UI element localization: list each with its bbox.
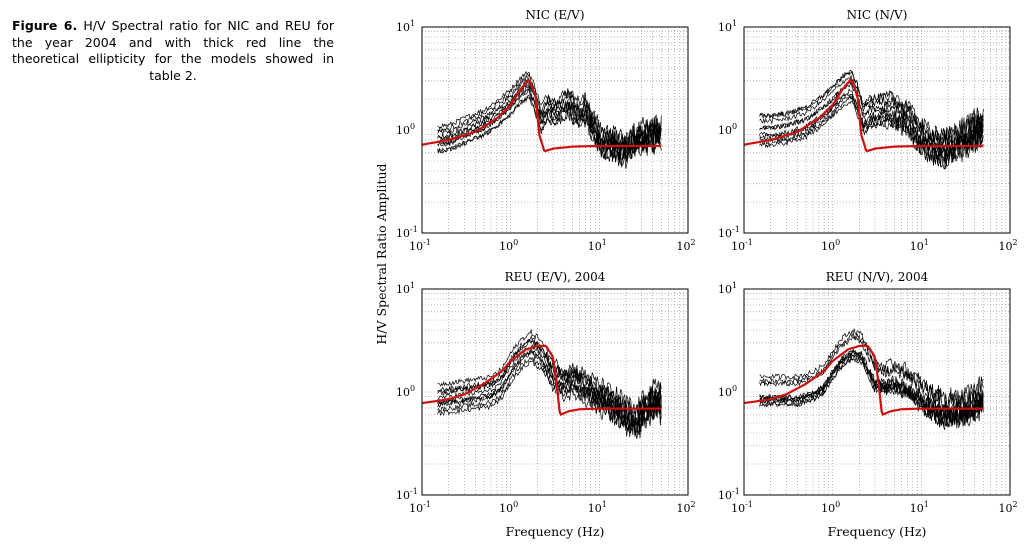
- y-tick-label: 10-1: [396, 225, 418, 240]
- hv-data-trace: [759, 348, 984, 424]
- y-tick-label: 10-1: [718, 487, 740, 502]
- panel-1: NIC (E/V) 10-1 100 101 102 10-1 100 101: [396, 8, 696, 253]
- hv-data-trace: [437, 328, 662, 418]
- x-tick-label: 10-1: [409, 238, 431, 253]
- hv-data-trace: [759, 81, 984, 156]
- figure-caption: Figure 6. H/V Spectral ratio for NIC and…: [12, 18, 334, 84]
- y-tick-label: 10-1: [718, 225, 740, 240]
- hv-data-trace: [759, 100, 984, 170]
- y-tick-label: 101: [718, 281, 737, 296]
- hv-data-trace: [759, 327, 984, 410]
- x-tick-label: 102: [676, 500, 695, 515]
- hv-data-trace: [759, 70, 984, 145]
- hv-data-trace: [437, 80, 662, 157]
- x-tick-label: 10-1: [409, 500, 431, 515]
- hv-data-trace: [437, 335, 662, 424]
- y-tick-label: 100: [396, 122, 415, 137]
- y-tick-label: 101: [396, 19, 415, 34]
- hv-data-trace: [437, 95, 662, 169]
- theoretical-ellipticity-curve: [744, 77, 984, 153]
- hv-data-trace: [759, 334, 984, 415]
- x-tick-label: 102: [676, 238, 695, 253]
- caption-label: Figure 6.: [12, 18, 78, 33]
- hv-data-trace: [759, 88, 984, 161]
- y-axis-label: H/V Spectral Ratio Amplitud: [374, 163, 389, 344]
- hv-data-trace: [437, 70, 662, 148]
- panel-title: REU (E/V), 2004: [505, 270, 606, 284]
- x-tick-label: 100: [821, 238, 840, 253]
- x-axis-label: Frequency (Hz): [828, 524, 927, 539]
- panel-title: REU (N/V), 2004: [826, 270, 929, 284]
- panel-title: NIC (N/V): [847, 8, 908, 22]
- panel-4: REU (N/V), 2004 10-1 100 101 102 10-1 100 101: [718, 270, 1018, 515]
- hv-data-trace: [759, 96, 984, 170]
- caption-text: H/V Spectral ratio for NIC and REU for t…: [12, 18, 334, 83]
- panel-title: NIC (E/V): [525, 8, 584, 22]
- x-tick-label: 100: [499, 238, 518, 253]
- x-tick-label: 102: [998, 238, 1017, 253]
- y-tick-label: 101: [396, 281, 415, 296]
- hv-data-trace: [437, 94, 662, 167]
- theoretical-ellipticity-curve: [422, 77, 662, 153]
- axes-frame: [421, 26, 689, 234]
- axes-frame: [421, 288, 689, 496]
- x-axis-label: Frequency (Hz): [506, 524, 605, 539]
- x-tick-label: 102: [998, 500, 1017, 515]
- x-tick-label: 101: [910, 500, 929, 515]
- hv-data-trace: [437, 360, 662, 439]
- x-tick-label: 100: [821, 500, 840, 515]
- x-tick-label: 101: [588, 500, 607, 515]
- theoretical-ellipticity-curve: [422, 344, 662, 416]
- y-tick-label: 100: [718, 122, 737, 137]
- hv-data-trace: [759, 93, 984, 164]
- y-tick-label: 10-1: [396, 487, 418, 502]
- hv-data-trace: [437, 344, 662, 431]
- theoretical-ellipticity-curve: [744, 344, 984, 416]
- hv-data-trace: [437, 356, 662, 440]
- hv-data-trace: [437, 350, 662, 437]
- x-tick-label: 10-1: [731, 500, 753, 515]
- axes-frame: [743, 26, 1011, 234]
- y-tick-label: 101: [718, 19, 737, 34]
- x-tick-label: 101: [910, 238, 929, 253]
- y-tick-label: 100: [396, 384, 415, 399]
- panel-3: REU (E/V), 2004 10-1 100 101 102 10-1 100 101: [396, 270, 696, 515]
- x-tick-label: 10-1: [731, 238, 753, 253]
- panel-2: NIC (N/V) 10-1 100 101 102 10-1 100 101: [718, 8, 1018, 253]
- axes-frame: [743, 288, 1011, 496]
- x-tick-label: 100: [499, 500, 518, 515]
- y-tick-label: 100: [718, 384, 737, 399]
- x-tick-label: 101: [588, 238, 607, 253]
- hv-data-trace: [437, 349, 662, 436]
